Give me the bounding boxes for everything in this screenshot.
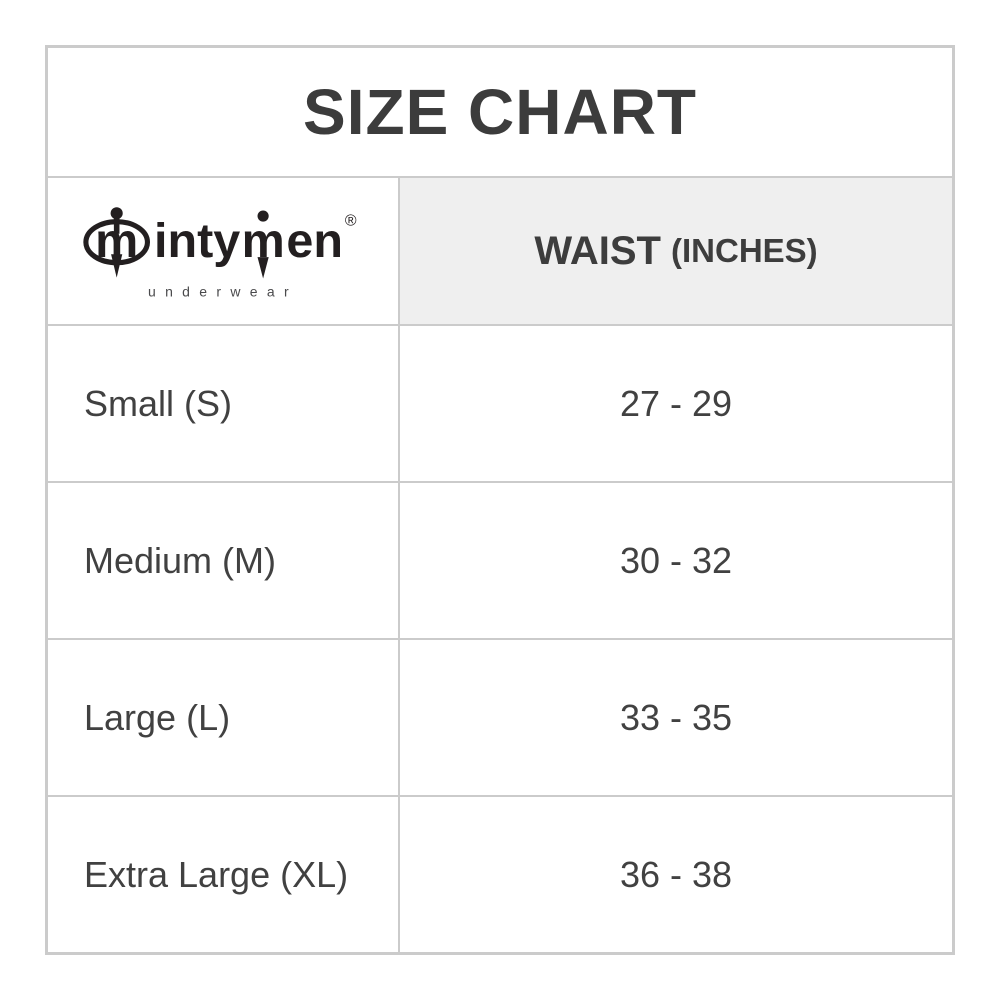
logo-word-part1: inty	[154, 214, 240, 268]
waist-range-medium: 30 - 32	[400, 483, 952, 638]
page-title: SIZE CHART	[303, 76, 697, 148]
logo-m-tail	[257, 256, 269, 279]
logo-word-part3: en	[286, 214, 343, 268]
waist-header-cell: WAIST (INCHES)	[400, 178, 952, 324]
size-label-medium: Medium (M)	[48, 483, 398, 638]
waist-range-large: 33 - 35	[400, 640, 952, 795]
logo-tagline: underwear	[148, 283, 298, 299]
registered-trademark-symbol: ®	[345, 212, 357, 229]
logo-m-dot	[257, 209, 269, 222]
size-label-extra-large: Extra Large (XL)	[48, 797, 398, 952]
size-chart-table: SIZE CHART m inty m en	[45, 45, 955, 955]
waist-header-label: WAIST	[534, 228, 661, 273]
icon-head-dot	[110, 206, 123, 219]
waist-range-small: 27 - 29	[400, 326, 952, 481]
intymen-logo: m inty m en ® underwear	[83, 206, 357, 299]
brand-logo-cell: m inty m en ® underwear	[48, 178, 398, 324]
waist-header-unit: (INCHES)	[671, 232, 818, 269]
icon-tail	[111, 253, 123, 278]
icon-neck-stem	[113, 215, 120, 234]
intymen-person-m-icon: m	[83, 206, 151, 278]
size-label-small: Small (S)	[48, 326, 398, 481]
icon-letter: m	[95, 214, 138, 268]
logo-wordmark: inty m en ®	[154, 209, 357, 279]
title-row: SIZE CHART	[48, 48, 952, 176]
size-label-large: Large (L)	[48, 640, 398, 795]
waist-range-extra-large: 36 - 38	[400, 797, 952, 952]
